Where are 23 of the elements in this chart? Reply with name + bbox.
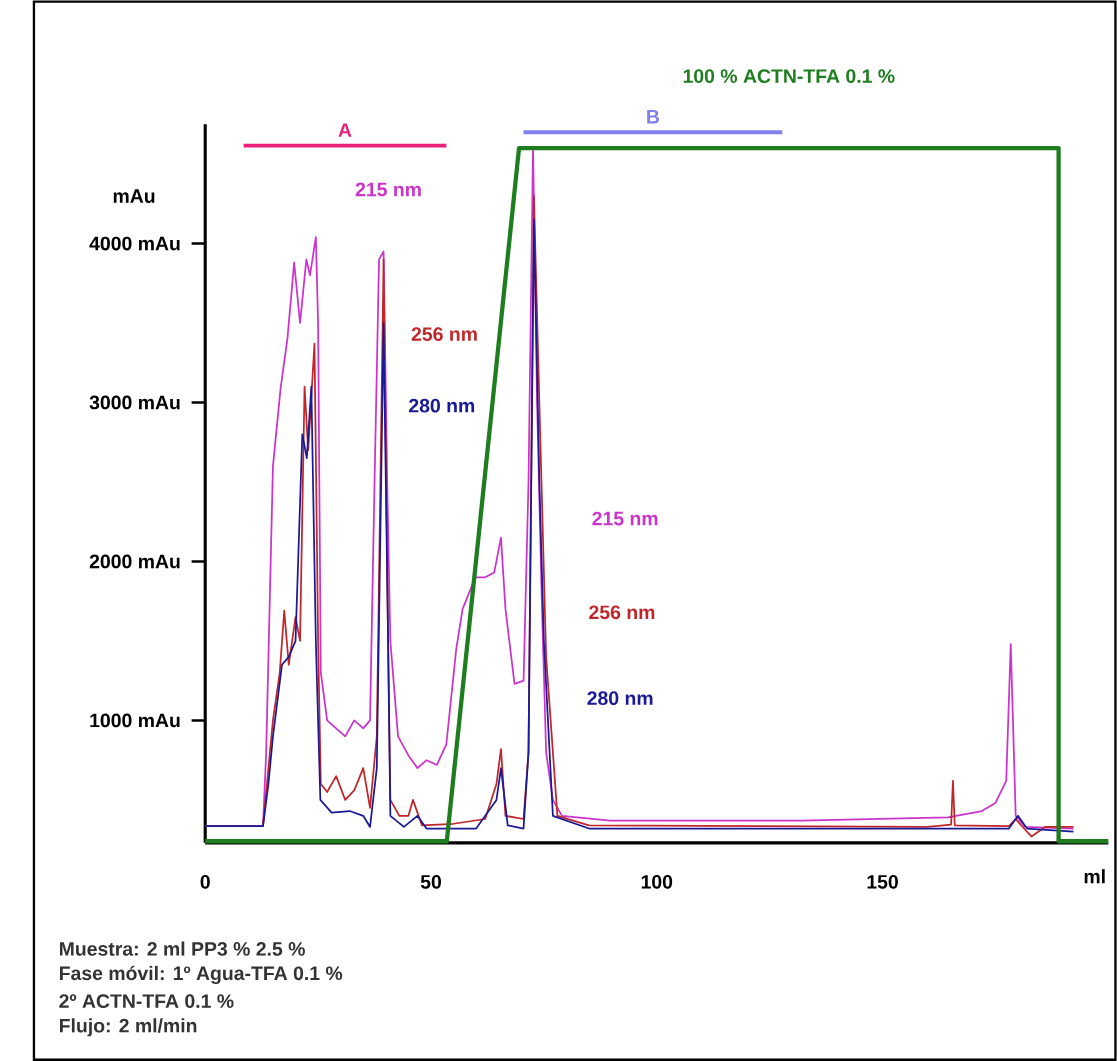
y-tick-label: 4000 mAu	[89, 236, 180, 251]
text: Fase móvil: 1º Agua-TFA 0.1 %	[59, 965, 343, 984]
x-tick-label: 0	[200, 874, 210, 889]
y-axis-title: mAu	[113, 189, 155, 203]
series-label: B	[647, 109, 660, 124]
annotation: 280 nm	[409, 398, 475, 413]
annotation: 215 nm	[592, 511, 658, 526]
x-tick-label: 150	[867, 874, 898, 889]
x-axis-title: ml	[1084, 868, 1105, 884]
text: 2º ACTN-TFA 0.1 %	[59, 994, 234, 1008]
x-tick-label: 100	[641, 874, 673, 889]
annotation: 215 nm	[355, 182, 421, 197]
annotation: 280 nm	[587, 691, 653, 705]
text: Flujo: 2 ml/min	[59, 1018, 197, 1037]
y-tick-label: 2000 mAu	[89, 554, 180, 569]
text: Muestra: 2 ml PP3 % 2.5 %	[59, 941, 305, 956]
text: 100 % ACTN-TFA 0.1 %	[683, 69, 895, 83]
y-tick-label: 1000 mAu	[90, 713, 180, 728]
annotation: 256 nm	[411, 327, 477, 341]
series-label: A	[338, 123, 352, 137]
y-tick-label: 3000 mAu	[89, 395, 180, 410]
annotation: 256 nm	[589, 605, 655, 620]
x-tick-label: 50	[420, 874, 441, 889]
